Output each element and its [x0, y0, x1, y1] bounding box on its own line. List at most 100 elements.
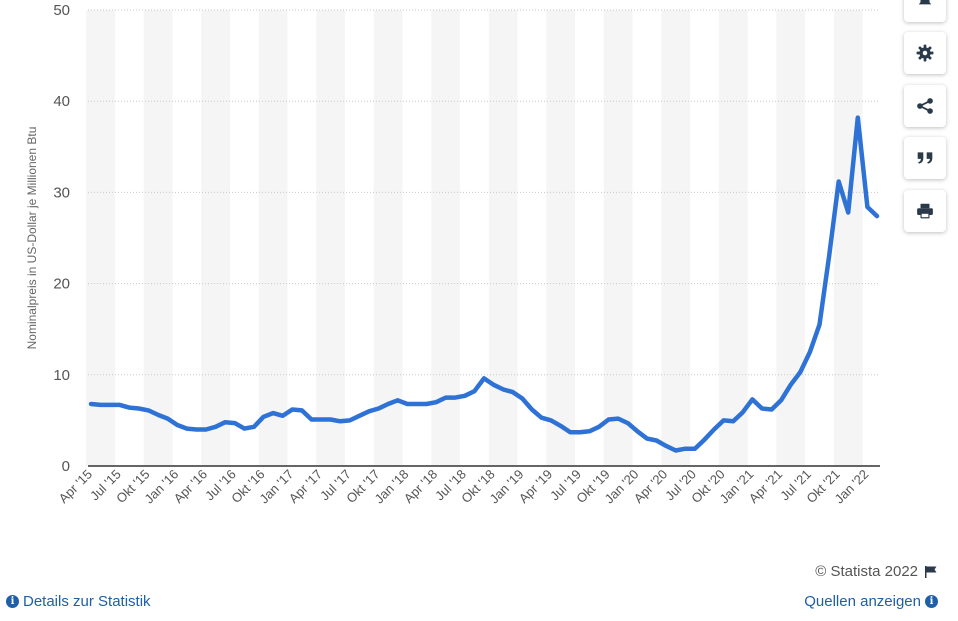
data-point[interactable]: [98, 402, 104, 408]
data-point[interactable]: [529, 406, 535, 412]
data-point[interactable]: [481, 375, 487, 381]
settings-button[interactable]: [904, 32, 946, 74]
data-point[interactable]: [356, 413, 362, 419]
data-point[interactable]: [88, 401, 94, 407]
background-band: [373, 10, 403, 466]
data-point[interactable]: [864, 204, 870, 210]
data-point[interactable]: [845, 209, 851, 215]
copyright-notice: © Statista 2022: [815, 563, 938, 580]
data-point[interactable]: [318, 416, 324, 422]
data-point[interactable]: [874, 213, 880, 219]
data-point[interactable]: [836, 178, 842, 184]
data-point[interactable]: [577, 429, 583, 435]
data-point[interactable]: [136, 406, 142, 412]
background-band: [316, 10, 346, 466]
data-point[interactable]: [701, 437, 707, 443]
data-point[interactable]: [539, 415, 545, 421]
flag-icon[interactable]: [924, 565, 938, 579]
data-point[interactable]: [270, 410, 276, 416]
data-point[interactable]: [280, 413, 286, 419]
sources-link[interactable]: Quellen anzeigen i: [804, 593, 938, 610]
data-point[interactable]: [462, 393, 468, 399]
data-point[interactable]: [232, 420, 238, 426]
data-point[interactable]: [500, 386, 506, 392]
data-point[interactable]: [807, 349, 813, 355]
data-point[interactable]: [184, 426, 190, 432]
data-point[interactable]: [107, 402, 113, 408]
data-point[interactable]: [634, 428, 640, 434]
data-point[interactable]: [126, 405, 132, 411]
data-point[interactable]: [491, 382, 497, 388]
data-point[interactable]: [337, 418, 343, 424]
data-point[interactable]: [347, 417, 353, 423]
data-point[interactable]: [328, 416, 334, 422]
data-point[interactable]: [586, 428, 592, 434]
details-link[interactable]: i Details zur Statistik: [6, 593, 151, 610]
data-point[interactable]: [222, 419, 228, 425]
data-point[interactable]: [471, 388, 477, 394]
y-tick-label: 10: [53, 367, 70, 384]
y-tick-label: 0: [62, 458, 70, 475]
data-point[interactable]: [740, 409, 746, 415]
data-point[interactable]: [826, 253, 832, 259]
data-point[interactable]: [778, 397, 784, 403]
data-point[interactable]: [606, 416, 612, 422]
data-point[interactable]: [385, 401, 391, 407]
info-icon: i: [6, 595, 19, 608]
details-link-label: Details zur Statistik: [23, 593, 151, 610]
data-point[interactable]: [376, 406, 382, 412]
data-point[interactable]: [721, 417, 727, 423]
data-point[interactable]: [673, 447, 679, 453]
data-point[interactable]: [452, 395, 458, 401]
data-point[interactable]: [395, 397, 401, 403]
data-point[interactable]: [625, 420, 631, 426]
data-point[interactable]: [261, 414, 267, 420]
data-point[interactable]: [241, 426, 247, 432]
data-point[interactable]: [443, 395, 449, 401]
data-point[interactable]: [548, 417, 554, 423]
data-point[interactable]: [404, 401, 410, 407]
data-point[interactable]: [855, 115, 861, 121]
data-point[interactable]: [567, 429, 573, 435]
data-point[interactable]: [654, 437, 660, 443]
data-point[interactable]: [663, 443, 669, 449]
data-point[interactable]: [749, 396, 755, 402]
data-point[interactable]: [788, 382, 794, 388]
data-point[interactable]: [711, 427, 717, 433]
data-point[interactable]: [730, 418, 736, 424]
data-point[interactable]: [289, 406, 295, 412]
data-point[interactable]: [165, 416, 171, 422]
data-point[interactable]: [414, 401, 420, 407]
data-point[interactable]: [816, 322, 822, 328]
data-point[interactable]: [203, 427, 209, 433]
data-point[interactable]: [510, 389, 516, 395]
data-point[interactable]: [519, 396, 525, 402]
data-point[interactable]: [615, 416, 621, 422]
data-point[interactable]: [759, 406, 765, 412]
data-point[interactable]: [423, 401, 429, 407]
data-point[interactable]: [797, 369, 803, 375]
data-point[interactable]: [433, 399, 439, 405]
data-point[interactable]: [596, 424, 602, 430]
data-point[interactable]: [251, 424, 257, 430]
share-button[interactable]: [904, 85, 946, 127]
data-point[interactable]: [308, 416, 314, 422]
data-point[interactable]: [155, 412, 161, 418]
data-point[interactable]: [117, 402, 123, 408]
cite-button[interactable]: [904, 137, 946, 179]
data-point[interactable]: [213, 424, 219, 430]
data-point[interactable]: [366, 408, 372, 414]
data-point[interactable]: [769, 406, 775, 412]
notification-button[interactable]: [904, 0, 946, 22]
data-point[interactable]: [558, 423, 564, 429]
series-line[interactable]: [88, 115, 880, 453]
data-point[interactable]: [174, 422, 180, 428]
data-point[interactable]: [692, 446, 698, 452]
data-point[interactable]: [682, 446, 688, 452]
data-point[interactable]: [644, 436, 650, 442]
data-point[interactable]: [193, 427, 199, 433]
data-point[interactable]: [146, 407, 152, 413]
data-point[interactable]: [299, 407, 305, 413]
print-button[interactable]: [904, 190, 946, 232]
